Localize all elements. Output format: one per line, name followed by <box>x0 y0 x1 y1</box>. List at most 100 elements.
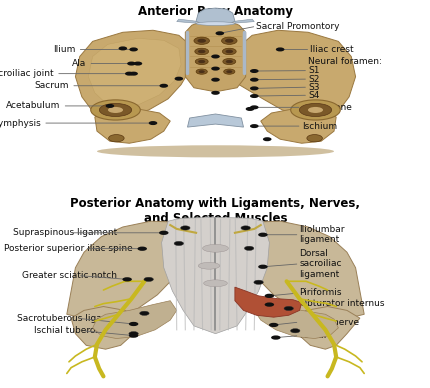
Ellipse shape <box>137 247 147 251</box>
Text: Iliolumbar
ligament: Iliolumbar ligament <box>299 225 344 244</box>
Text: Sacroiliac joint: Sacroiliac joint <box>0 69 54 78</box>
Text: Greater sciatic notch: Greater sciatic notch <box>22 271 116 280</box>
Text: Obturator internus: Obturator internus <box>299 299 383 308</box>
Ellipse shape <box>307 107 322 113</box>
Ellipse shape <box>226 70 232 73</box>
Ellipse shape <box>129 72 138 76</box>
Polygon shape <box>176 19 196 23</box>
Ellipse shape <box>249 94 258 98</box>
Text: Sacrotuberous ligament: Sacrotuberous ligament <box>17 314 126 323</box>
Polygon shape <box>92 301 176 338</box>
Ellipse shape <box>222 59 235 64</box>
Text: S3: S3 <box>307 83 319 92</box>
Ellipse shape <box>245 107 254 111</box>
Ellipse shape <box>211 78 219 82</box>
Ellipse shape <box>174 77 183 81</box>
Ellipse shape <box>122 277 132 282</box>
Ellipse shape <box>283 307 293 310</box>
Ellipse shape <box>198 70 204 73</box>
Ellipse shape <box>225 50 233 53</box>
Text: Dorsal
sacroiliac
ligament: Dorsal sacroiliac ligament <box>299 249 341 279</box>
Text: Posterior Anatomy with Ligaments, Nerves,
and Selected Muscles: Posterior Anatomy with Ligaments, Nerves… <box>71 197 359 225</box>
Polygon shape <box>234 221 363 320</box>
Ellipse shape <box>215 31 224 35</box>
Ellipse shape <box>249 105 258 109</box>
Polygon shape <box>254 301 338 338</box>
Ellipse shape <box>268 323 278 327</box>
Ellipse shape <box>127 62 135 66</box>
Ellipse shape <box>253 280 263 284</box>
Ellipse shape <box>180 226 190 230</box>
Text: Ischial tuberosity: Ischial tuberosity <box>34 326 112 335</box>
Ellipse shape <box>211 91 219 95</box>
Polygon shape <box>292 307 359 349</box>
Polygon shape <box>161 217 269 334</box>
Ellipse shape <box>139 311 149 315</box>
Text: S4: S4 <box>307 91 319 100</box>
Ellipse shape <box>159 84 168 88</box>
Polygon shape <box>95 109 170 143</box>
Ellipse shape <box>91 100 140 120</box>
Polygon shape <box>75 30 191 117</box>
Ellipse shape <box>196 22 234 26</box>
Ellipse shape <box>148 121 157 125</box>
Ellipse shape <box>290 329 299 333</box>
Ellipse shape <box>129 47 138 52</box>
Ellipse shape <box>108 135 124 142</box>
Polygon shape <box>260 109 335 143</box>
Ellipse shape <box>264 294 273 298</box>
Ellipse shape <box>197 50 205 53</box>
Ellipse shape <box>99 103 132 116</box>
Ellipse shape <box>270 335 280 340</box>
Text: Posterior superior iliac spine: Posterior superior iliac spine <box>4 244 133 253</box>
Text: S2: S2 <box>307 74 319 83</box>
Ellipse shape <box>224 39 233 43</box>
Ellipse shape <box>133 62 142 66</box>
Ellipse shape <box>221 37 237 44</box>
Ellipse shape <box>222 48 236 55</box>
Ellipse shape <box>244 246 253 251</box>
Ellipse shape <box>240 226 250 230</box>
Text: Piriformis: Piriformis <box>299 288 341 298</box>
Text: Anterior Bony Anatomy: Anterior Bony Anatomy <box>138 5 292 18</box>
Ellipse shape <box>249 87 258 90</box>
Polygon shape <box>88 38 181 109</box>
Ellipse shape <box>225 60 232 63</box>
Ellipse shape <box>97 145 333 158</box>
Ellipse shape <box>202 244 228 252</box>
Ellipse shape <box>298 103 331 116</box>
Polygon shape <box>239 30 355 117</box>
Ellipse shape <box>194 48 208 55</box>
Ellipse shape <box>262 137 271 141</box>
Polygon shape <box>187 114 243 127</box>
Polygon shape <box>71 307 138 349</box>
Text: S1: S1 <box>307 66 319 75</box>
Ellipse shape <box>197 39 206 43</box>
Ellipse shape <box>198 60 205 63</box>
Ellipse shape <box>306 135 322 142</box>
Polygon shape <box>196 8 234 24</box>
Ellipse shape <box>223 69 234 74</box>
Ellipse shape <box>290 100 340 120</box>
Ellipse shape <box>203 280 227 287</box>
Text: Acetabulum: Acetabulum <box>6 101 60 111</box>
Ellipse shape <box>129 333 138 338</box>
Ellipse shape <box>211 54 219 59</box>
Polygon shape <box>67 221 196 320</box>
Ellipse shape <box>211 67 219 71</box>
Polygon shape <box>234 19 254 23</box>
Ellipse shape <box>264 303 273 307</box>
Ellipse shape <box>129 322 138 326</box>
Text: Pubic symphysis: Pubic symphysis <box>0 119 41 128</box>
Ellipse shape <box>258 265 267 269</box>
Text: Pubic bone: Pubic bone <box>301 103 351 112</box>
Text: Iliac crest: Iliac crest <box>310 45 353 54</box>
Text: Ala: Ala <box>72 59 86 68</box>
Text: Sciatic nerve: Sciatic nerve <box>299 317 358 327</box>
Ellipse shape <box>249 124 258 128</box>
Text: Sacrum: Sacrum <box>34 81 69 90</box>
Ellipse shape <box>144 277 153 282</box>
Ellipse shape <box>125 72 133 76</box>
Text: Ischium: Ischium <box>301 121 336 131</box>
Ellipse shape <box>118 47 127 50</box>
